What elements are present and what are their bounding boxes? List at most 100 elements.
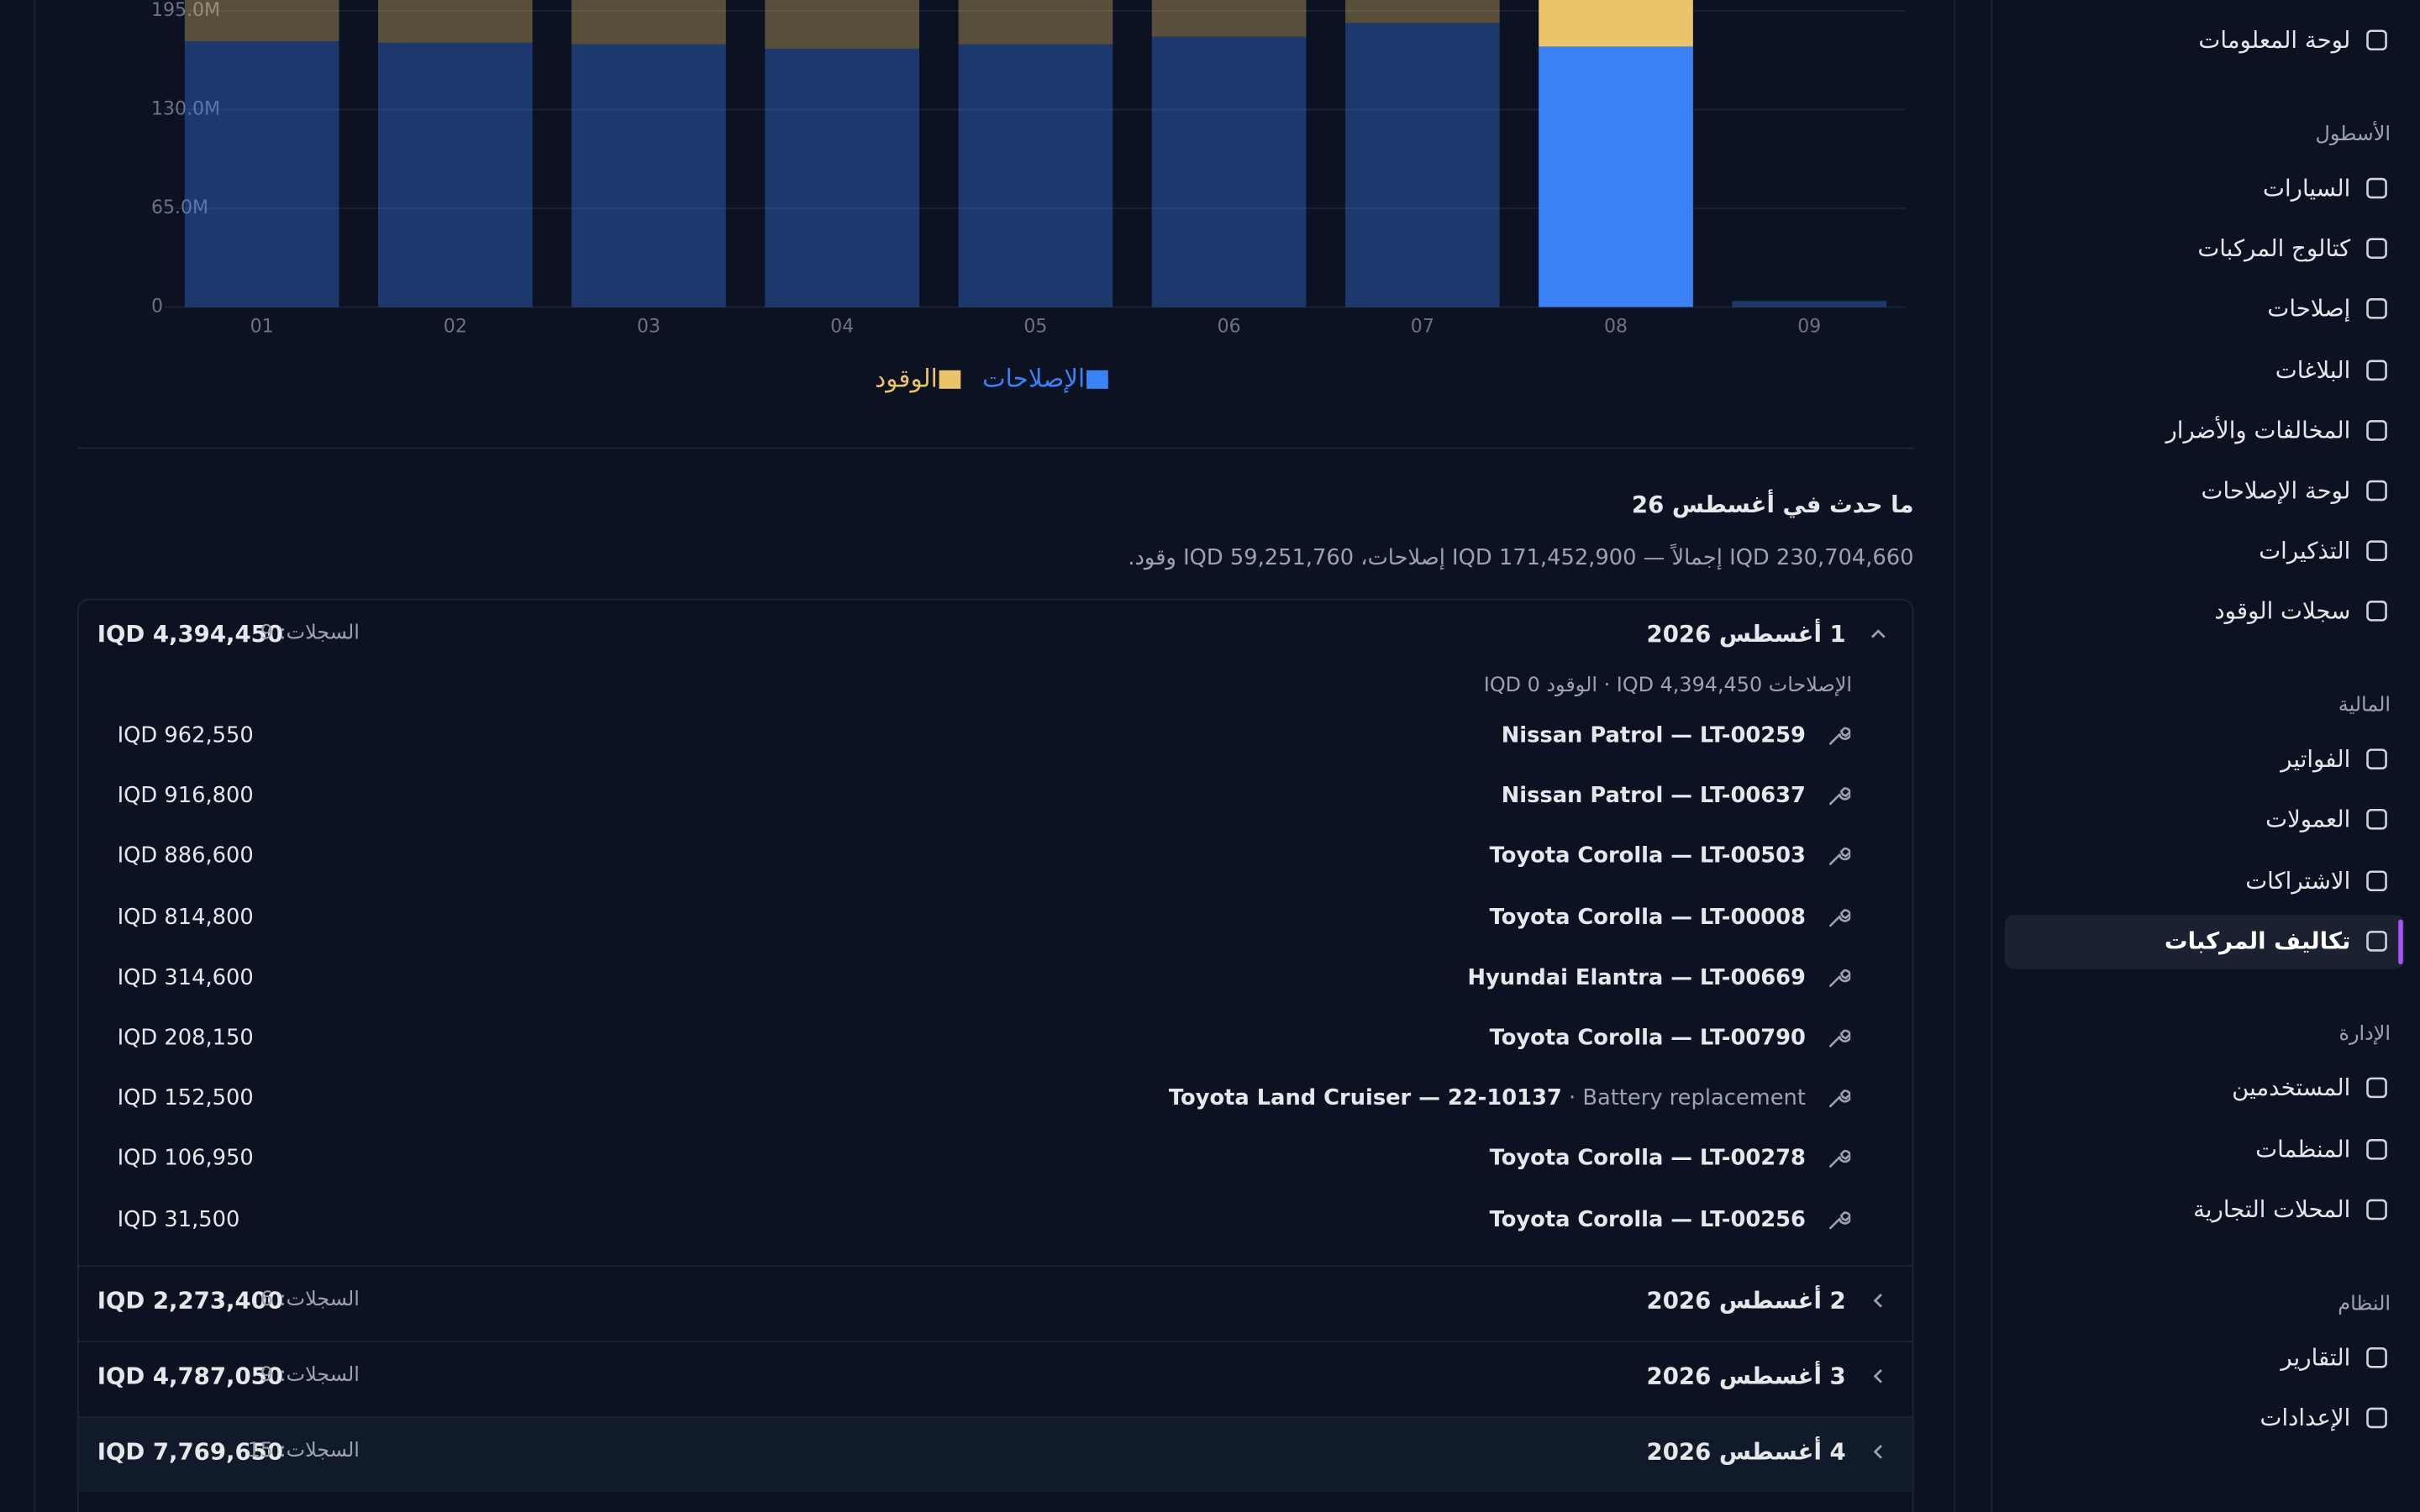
entry-note: · Battery replacement bbox=[1568, 1086, 1806, 1111]
legend-swatch bbox=[939, 370, 961, 389]
bar-segment bbox=[1151, 36, 1307, 307]
wrench-icon bbox=[1829, 1210, 1851, 1229]
day-total: IQD 4,394,450 bbox=[97, 620, 283, 648]
x-tick-label: 08 bbox=[1604, 316, 1628, 337]
wrench-icon bbox=[1829, 1029, 1851, 1047]
nav-item[interactable]: العمولات bbox=[2265, 806, 2351, 834]
entry-label: Toyota Corolla — LT-00256 bbox=[1490, 1205, 1806, 1236]
chart: 0 65.0M 130.0M 195.0M 01 02 03 04 05 06 07 08 09 الإص… bbox=[151, 0, 1907, 393]
nav-item[interactable]: إصلاحات bbox=[2267, 295, 2351, 323]
day-count: السجلات: 9 bbox=[260, 1363, 360, 1387]
day-count: السجلات: 6 bbox=[260, 1288, 360, 1311]
nav-item[interactable]: الإعدادات bbox=[2260, 1403, 2351, 1431]
entry-vehicle: Toyota Corolla — LT-00256 bbox=[1489, 1207, 1806, 1232]
day-date[interactable]: 4 أغسطس 2026 bbox=[1646, 1437, 1846, 1466]
day-total: IQD 2,273,400 bbox=[97, 1286, 283, 1315]
nav-icon bbox=[2366, 930, 2387, 952]
nav-item[interactable]: المستخدمين bbox=[2232, 1074, 2351, 1103]
day-date[interactable]: 1 أغسطس 2026 bbox=[1646, 620, 1846, 648]
x-tick-label: 06 bbox=[1218, 316, 1241, 337]
entry-amount: IQD 208,150 bbox=[117, 1026, 254, 1051]
nav-item[interactable]: البلاغات bbox=[2275, 355, 2351, 384]
bar-segment bbox=[184, 41, 339, 307]
day-total: IQD 4,787,050 bbox=[97, 1362, 283, 1390]
nav-icon bbox=[2366, 419, 2387, 441]
nav-item[interactable]: السيارات bbox=[2263, 174, 2351, 202]
day-date[interactable]: 3 أغسطس 2026 bbox=[1646, 1362, 1846, 1390]
nav-item[interactable]: الفواتير bbox=[2281, 745, 2351, 774]
x-tick-label: 02 bbox=[444, 316, 467, 337]
wrench-icon bbox=[1829, 848, 1851, 866]
nav-icon bbox=[2366, 1407, 2387, 1428]
nav-item[interactable]: لوحة المعلومات bbox=[2198, 26, 2351, 55]
bar-segment bbox=[1344, 0, 1500, 24]
wrench-icon bbox=[1829, 969, 1851, 987]
wrench-icon bbox=[1829, 1150, 1851, 1168]
bar-segment bbox=[571, 44, 726, 307]
content-border-right bbox=[1954, 0, 1956, 1512]
nav-icon bbox=[2366, 480, 2387, 501]
x-tick-label: 01 bbox=[250, 316, 274, 337]
wrench-icon bbox=[1829, 908, 1851, 927]
legend-swatch bbox=[1086, 370, 1108, 389]
nav-icon bbox=[2366, 809, 2387, 831]
chevron-left bbox=[1873, 1293, 1882, 1308]
bar-segment bbox=[1344, 23, 1500, 307]
bar-segment bbox=[1732, 301, 1887, 307]
entry-vehicle: Toyota Corolla — LT-00790 bbox=[1489, 1026, 1806, 1051]
entry-vehicle: Nissan Patrol — LT-00259 bbox=[1501, 723, 1806, 748]
day-breakdown: الإصلاحات IQD 4,394,450 · الوقود IQD 0 bbox=[1483, 674, 1853, 698]
nav-item[interactable]: المحلات التجارية bbox=[2193, 1195, 2351, 1224]
bar-segment bbox=[184, 0, 339, 42]
nav-icon bbox=[2366, 1347, 2387, 1368]
legend-label: الإصلاحات bbox=[982, 364, 1085, 393]
entry-amount: IQD 962,550 bbox=[117, 723, 254, 748]
nav-group-title: النظام bbox=[2338, 1292, 2391, 1315]
row-divider bbox=[78, 1340, 1912, 1342]
nav-icon bbox=[2366, 1199, 2387, 1220]
content-border-left bbox=[34, 0, 36, 1512]
nav-item[interactable]: التذكيرات bbox=[2259, 537, 2351, 565]
nav-item[interactable]: لوحة الإصلاحات bbox=[2201, 476, 2351, 505]
x-tick-label: 03 bbox=[637, 316, 660, 337]
entry-vehicle: Nissan Patrol — LT-00637 bbox=[1501, 784, 1806, 809]
entry-label: Nissan Patrol — LT-00259 bbox=[1502, 721, 1806, 752]
y-tick-label: 65.0M bbox=[151, 197, 208, 218]
nav-active-bg bbox=[2004, 914, 2405, 969]
summary-text: IQD 230,704,660 إجمالاً — IQD 171,452,90… bbox=[1128, 546, 1914, 571]
entry-label: Toyota Corolla — LT-00278 bbox=[1490, 1144, 1806, 1175]
day-list bbox=[76, 598, 1914, 1512]
sidebar bbox=[1991, 0, 2420, 1512]
entry-vehicle: Toyota Corolla — LT-00008 bbox=[1489, 905, 1806, 930]
nav-item[interactable]: المخالفات والأضرار bbox=[2165, 416, 2351, 444]
entry-label: Toyota Land Cruiser — 22-10137 · Battery… bbox=[1169, 1084, 1806, 1115]
wrench-icon bbox=[1829, 1089, 1851, 1108]
bar-segment bbox=[765, 49, 920, 307]
entry-amount: IQD 886,600 bbox=[117, 844, 254, 869]
wrench-icon bbox=[1829, 787, 1851, 806]
nav-item[interactable]: المنظمات bbox=[2255, 1135, 2351, 1163]
nav-item[interactable]: تكاليف المركبات bbox=[2164, 927, 2351, 955]
entry-label: Toyota Corolla — LT-00790 bbox=[1490, 1023, 1806, 1054]
bar-segment bbox=[377, 42, 533, 307]
entry-vehicle: Toyota Land Cruiser — 22-10137 bbox=[1168, 1086, 1562, 1111]
nav-item[interactable]: كتالوج المركبات bbox=[2197, 234, 2351, 263]
bar-segment bbox=[958, 44, 1113, 307]
nav-item[interactable]: التقارير bbox=[2281, 1342, 2351, 1371]
bar-segment bbox=[377, 0, 533, 43]
row-divider bbox=[78, 1264, 1912, 1267]
y-tick-label: 0 bbox=[151, 297, 163, 318]
nav-item[interactable]: الاشتراكات bbox=[2245, 866, 2351, 895]
chevron-left bbox=[1873, 1368, 1882, 1383]
nav-group-title: الإدارة bbox=[2338, 1023, 2391, 1047]
nav-item[interactable]: سجلات الوقود bbox=[2214, 597, 2351, 626]
day-date[interactable]: 2 أغسطس 2026 bbox=[1646, 1286, 1846, 1315]
y-tick-label: 195.0M bbox=[151, 0, 220, 21]
nav-icon bbox=[2366, 298, 2387, 320]
nav-icon bbox=[2366, 1138, 2387, 1159]
entry-label: Toyota Corolla — LT-00503 bbox=[1490, 842, 1806, 873]
bar-segment bbox=[1151, 0, 1307, 37]
bar-segment bbox=[1539, 0, 1693, 47]
nav-icon bbox=[2366, 238, 2387, 260]
